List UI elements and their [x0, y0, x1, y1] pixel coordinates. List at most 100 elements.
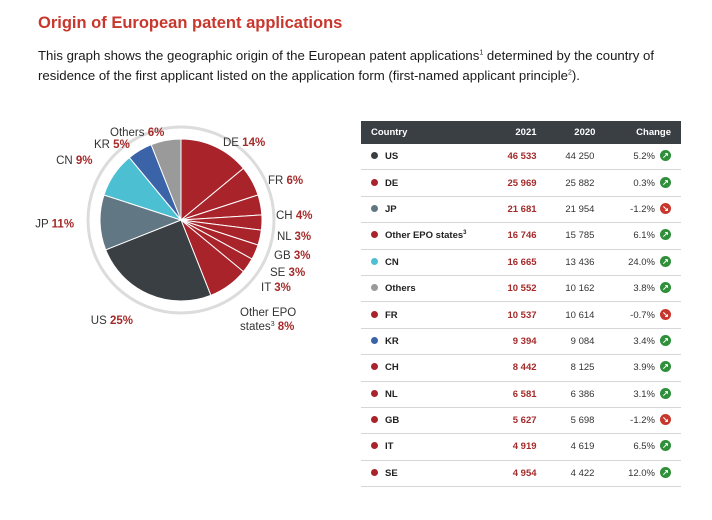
- intro-part-1: This graph shows the geographic origin o…: [38, 48, 480, 63]
- cell-2020: 13 436: [536, 249, 596, 276]
- pie-label-se: SE 3%: [270, 267, 305, 279]
- footnote-1: 1: [479, 49, 484, 57]
- pie-label-cn: CN 9%: [56, 155, 92, 167]
- table-row: CN 16 665 13 436 24.0% ↗: [361, 249, 681, 276]
- pie-label-us: US 25%: [91, 315, 133, 327]
- cell-2021: 5 627: [480, 407, 537, 435]
- country-color-dot-icon: [371, 204, 378, 212]
- cell-change: 3.9% ↗: [595, 354, 681, 382]
- arrow-up-icon: ↗: [660, 150, 671, 162]
- pie-label-nl: NL 3%: [277, 231, 311, 243]
- pie-label-de: DE 14%: [223, 137, 265, 149]
- change-value: -0.7%: [630, 309, 655, 321]
- cell-change: 3.8% ↗: [595, 275, 681, 303]
- cell-2020: 5 698: [536, 407, 596, 435]
- cell-2021: 10 552: [480, 275, 537, 303]
- table-row: Other EPO states3 16 746 15 785 6.1% ↗: [361, 222, 681, 250]
- country-name: DE: [385, 177, 399, 189]
- arrow-up-icon: ↗: [660, 176, 671, 188]
- country-name: CH: [385, 362, 399, 374]
- country-name: JP: [385, 203, 397, 215]
- cell-2021: 10 537: [480, 301, 537, 329]
- header-2021: 2021: [480, 121, 537, 144]
- cell-2020: 4 422: [536, 460, 596, 488]
- cell-country: GB: [361, 407, 481, 435]
- table-row: FR 10 537 10 614 -0.7% ↘: [361, 301, 681, 329]
- arrow-up-icon: ↗: [660, 387, 671, 399]
- cell-2021: 8 442: [480, 354, 537, 382]
- country-color-dot-icon: [371, 416, 378, 424]
- cell-change: 0.3% ↗: [595, 169, 681, 197]
- change-value: -1.2%: [630, 415, 655, 427]
- pie-slice-de: [180, 138, 245, 222]
- footnote-2: 2: [567, 69, 572, 77]
- change-value: 6.5%: [633, 441, 655, 453]
- change-value: 3.8%: [633, 283, 655, 295]
- cell-2021: 16 746: [480, 222, 537, 250]
- cell-2021: 25 969: [480, 169, 537, 197]
- cell-country: Others: [361, 275, 481, 303]
- arrow-down-icon: ↘: [660, 414, 671, 426]
- cell-change: 3.1% ↗: [595, 381, 681, 408]
- cell-2021: 16 665: [480, 249, 537, 276]
- country-name: Other EPO states: [385, 230, 464, 242]
- cell-country: CH: [361, 354, 481, 382]
- arrow-up-icon: ↗: [660, 466, 671, 478]
- pie-slice-us: [105, 219, 212, 302]
- arrow-up-icon: ↗: [660, 282, 671, 294]
- table-row: US 46 533 44 250 5.2% ↗: [361, 144, 681, 171]
- table-row: DE 25 969 25 882 0.3% ↗: [361, 169, 681, 197]
- change-value: 24.0%: [628, 256, 655, 268]
- table-row: GB 5 627 5 698 -1.2% ↘: [361, 407, 681, 435]
- cell-2020: 8 125: [536, 354, 596, 382]
- table-row: CH 8 442 8 125 3.9% ↗: [361, 354, 681, 382]
- arrow-up-icon: ↗: [660, 440, 671, 452]
- header-2020: 2020: [536, 121, 596, 144]
- pie-label-kr: KR 5%: [94, 139, 130, 151]
- pie-label-others: Others 6%: [110, 127, 164, 139]
- cell-2020: 9 084: [536, 328, 596, 356]
- arrow-up-icon: ↗: [660, 361, 671, 373]
- arrow-up-icon: ↗: [660, 334, 671, 346]
- pie-label-other-epo-states: Other EPO states3 8%: [240, 307, 296, 333]
- arrow-down-icon: ↘: [660, 308, 671, 320]
- cell-country: IT: [361, 433, 481, 461]
- cell-2020: 44 250: [536, 144, 596, 171]
- country-name: CN: [385, 256, 399, 268]
- table-row: SE 4 954 4 422 12.0% ↗: [361, 460, 681, 488]
- cell-country: DE: [361, 169, 481, 197]
- intro-text: This graph shows the geographic origin o…: [38, 46, 688, 86]
- change-value: 5.2%: [633, 151, 655, 163]
- cell-2020: 25 882: [536, 169, 596, 197]
- country-color-dot-icon: [371, 363, 378, 371]
- cell-country: US: [361, 144, 481, 171]
- cell-2021: 21 681: [480, 196, 537, 224]
- country-name: Others: [385, 283, 416, 295]
- country-name: KR: [385, 335, 399, 347]
- cell-change: 5.2% ↗: [595, 144, 681, 171]
- country-name: SE: [385, 467, 398, 479]
- arrow-up-icon: ↗: [660, 229, 671, 241]
- cell-change: 6.5% ↗: [595, 433, 681, 461]
- change-value: 3.1%: [633, 388, 655, 400]
- cell-change: -1.2% ↘: [595, 196, 681, 224]
- table-header-row: Country 2021 2020 Change: [361, 121, 681, 144]
- pie-label-jp: JP 11%: [35, 218, 74, 230]
- country-color-dot-icon: [371, 442, 378, 450]
- cell-country: KR: [361, 328, 481, 356]
- cell-2021: 46 533: [480, 144, 537, 171]
- change-value: 12.0%: [628, 467, 655, 479]
- arrow-up-icon: ↗: [660, 255, 671, 267]
- cell-2020: 15 785: [536, 222, 596, 250]
- cell-2021: 6 581: [480, 381, 537, 408]
- country-table: Country 2021 2020 Change US 46 533 44 250 5…: [361, 121, 681, 488]
- table-row: KR 9 394 9 084 3.4% ↗: [361, 328, 681, 356]
- cell-2020: 4 619: [536, 433, 596, 461]
- pie-slice-others: [150, 138, 182, 221]
- change-value: 0.3%: [633, 177, 655, 189]
- cell-change: 6.1% ↗: [595, 222, 681, 250]
- pie-label-fr: FR 6%: [268, 175, 303, 187]
- header-country: Country: [361, 121, 481, 144]
- table-row: Others 10 552 10 162 3.8% ↗: [361, 275, 681, 303]
- change-value: 3.9%: [633, 362, 655, 374]
